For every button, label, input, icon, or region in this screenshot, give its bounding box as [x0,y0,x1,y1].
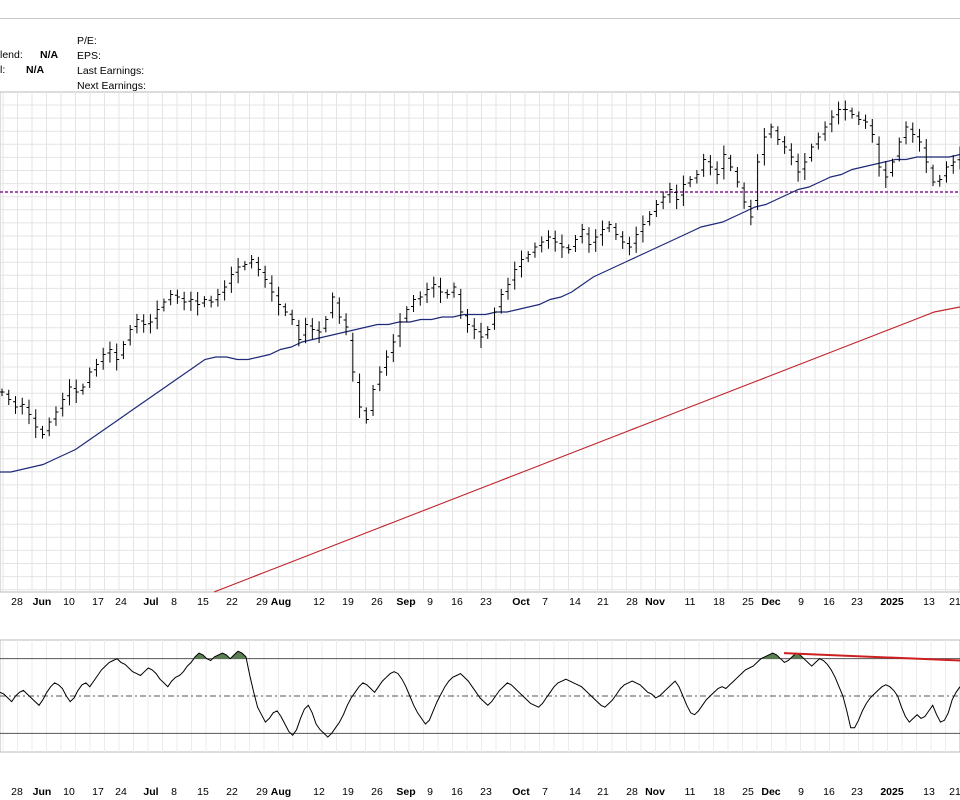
x-tick-label: 11 [685,596,696,608]
earnings-info: P/E: EPS: Last Earnings: Next Earnings: [77,35,146,95]
x-tick-label: 16 [451,786,463,798]
x-tick-label: Sep [396,596,415,608]
x-tick-label: 16 [823,786,835,798]
x-tick-label: Jul [143,596,158,608]
x-tick-label: 2025 [880,596,904,608]
x-tick-label: 21 [597,786,609,798]
x-tick-label: 24 [115,786,127,798]
x-tick-label: 25 [742,786,754,798]
x-tick-label: 26 [371,786,383,798]
x-tick-label: 10 [63,786,75,798]
x-tick-label: Jun [33,786,52,798]
x-tick-label: 19 [342,596,354,608]
divergence-trendline [783,652,960,662]
x-tick-label: Dec [761,596,780,608]
x-tick-label: 16 [823,596,835,608]
eps-label: EPS: [77,50,101,62]
x-tick-label: Aug [271,596,291,608]
x-tick-label: 21 [597,596,609,608]
x-tick-label: 24 [115,596,127,608]
x-tick-label: 16 [451,596,463,608]
x-tick-label: 7 [542,596,548,608]
x-tick-label: 15 [197,786,209,798]
price-panel [0,91,960,593]
x-tick-label: 29 [256,596,268,608]
x-tick-label: 28 [626,786,638,798]
x-tick-label: 9 [427,786,433,798]
yield-value: N/A [26,64,45,76]
x-tick-label: Jun [33,596,52,608]
oscillator-line [0,650,960,738]
x-tick-label: 15 [197,596,209,608]
yield-label: l: [0,64,6,76]
x-tick-label: 11 [685,786,696,798]
x-tick-label: Sep [396,786,415,798]
x-tick-label: 12 [313,596,325,608]
x-tick-label: 7 [542,786,548,798]
x-tick-label: 29 [256,786,268,798]
dividend-info: lend: N/A l: N/A [0,49,58,79]
x-tick-label: 8 [171,596,177,608]
x-tick-label: 25 [742,596,754,608]
x-tick-label: 28 [626,596,638,608]
dividend-value: N/A [40,49,59,61]
x-tick-label: 21 [949,596,960,608]
x-tick-label: 23 [480,786,492,798]
x-tick-label: 9 [798,786,804,798]
x-tick-label: 28 [11,596,23,608]
x-tick-label: 9 [427,596,433,608]
x-tick-label: 2025 [880,786,904,798]
x-tick-label: 14 [569,786,581,798]
x-tick-label: 17 [92,786,104,798]
x-tick-label: 23 [851,596,863,608]
last-earnings-label: Last Earnings: [77,65,145,77]
moving-average-50-line [0,153,960,473]
x-tick-label: 26 [371,596,383,608]
x-tick-label: Nov [645,786,665,798]
x-tick-label: Oct [512,596,530,608]
x-tick-label: 19 [342,786,354,798]
x-tick-label: 18 [713,786,725,798]
moving-average-200-line [213,306,960,593]
x-tick-label: 21 [949,786,960,798]
x-tick-label: 14 [569,596,581,608]
x-tick-label: Oct [512,786,530,798]
overbought-fill [214,651,246,659]
x-tick-label: 8 [171,786,177,798]
top-divider [0,18,960,19]
x-tick-label: 22 [226,786,238,798]
x-tick-label: 9 [798,596,804,608]
x-tick-label: Aug [271,786,291,798]
x-tick-label: 17 [92,596,104,608]
x-tick-label: 23 [851,786,863,798]
x-tick-label: 23 [480,596,492,608]
x-tick-label: 13 [923,786,935,798]
pe-label: P/E: [77,35,97,47]
x-tick-label: 12 [313,786,325,798]
x-tick-label: Dec [761,786,780,798]
x-tick-label: 28 [11,786,23,798]
dividend-label: lend: [0,49,23,61]
x-tick-label: 18 [713,596,725,608]
x-tick-label: 22 [226,596,238,608]
x-tick-label: Nov [645,596,665,608]
x-tick-label: Jul [143,786,158,798]
next-earnings-label: Next Earnings: [77,80,146,92]
x-tick-label: 13 [923,596,935,608]
x-tick-label: 10 [63,596,75,608]
